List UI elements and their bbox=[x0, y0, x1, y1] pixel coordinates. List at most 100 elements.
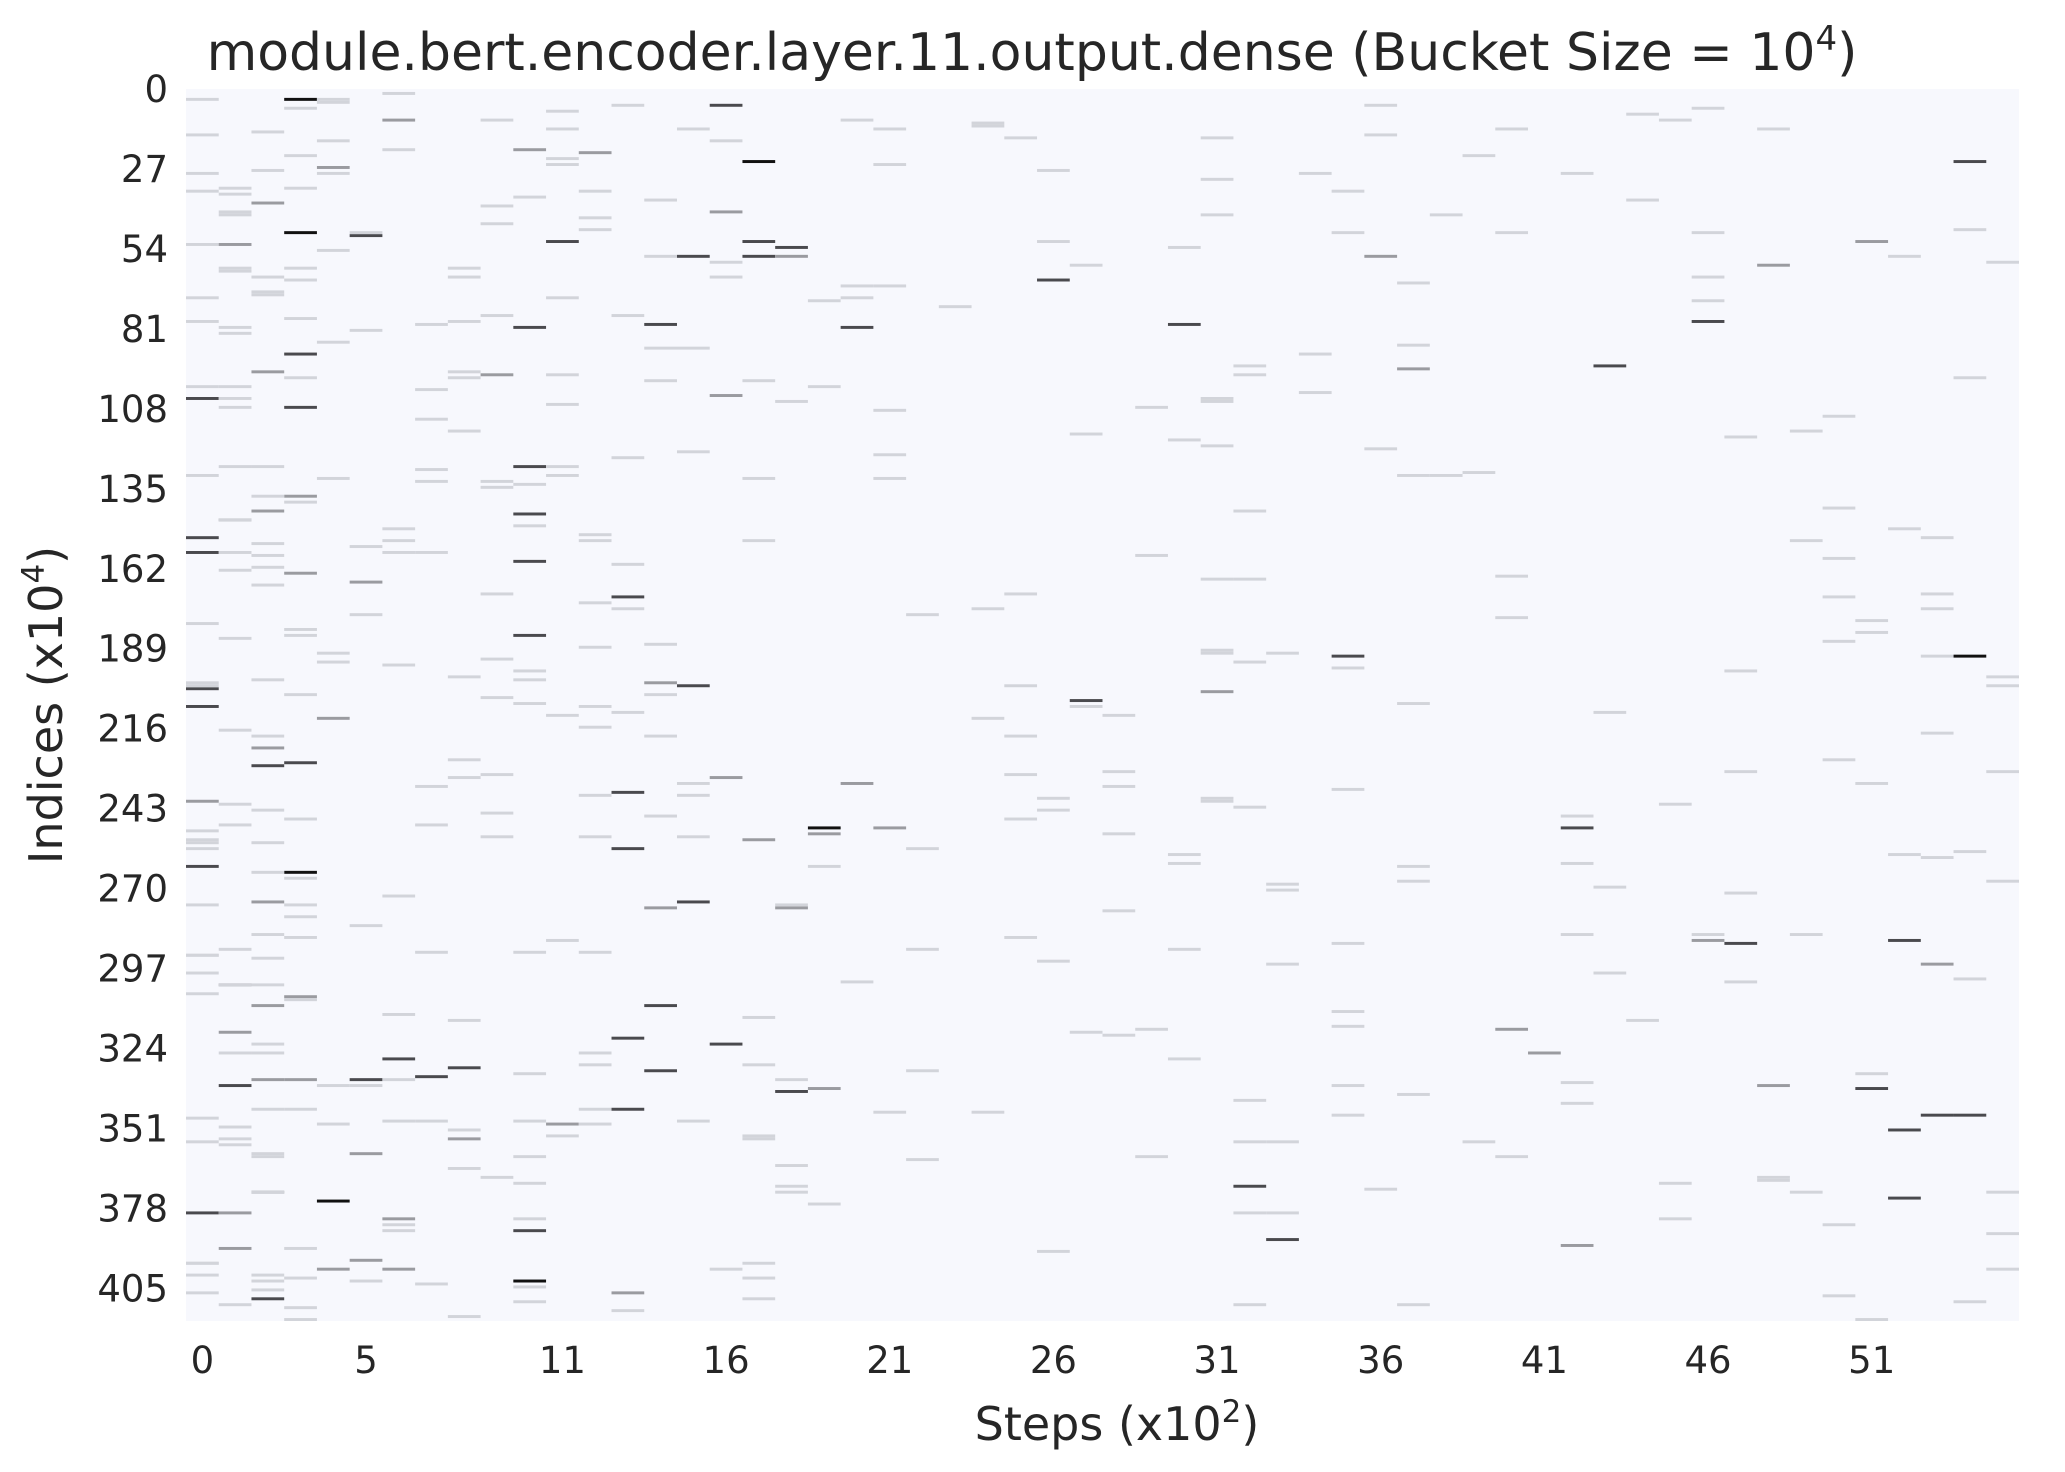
heatmap-cell bbox=[1069, 432, 1103, 436]
x-tick-label: 16 bbox=[703, 1339, 750, 1382]
heatmap-cell bbox=[578, 793, 612, 797]
heatmap-cell bbox=[415, 1119, 448, 1123]
heatmap-cell bbox=[382, 1229, 416, 1233]
heatmap-cell bbox=[349, 1078, 383, 1082]
heatmap-cell bbox=[251, 509, 285, 513]
heatmap-cell bbox=[284, 876, 317, 880]
heatmap-cell bbox=[218, 823, 252, 827]
heatmap-cell bbox=[1266, 1211, 1299, 1215]
heatmap-cell bbox=[1626, 1018, 1659, 1022]
x-tick-label: 41 bbox=[1521, 1339, 1568, 1382]
heatmap-cell bbox=[284, 494, 317, 498]
heatmap-cell bbox=[513, 678, 547, 682]
heatmap-cell bbox=[186, 171, 219, 175]
heatmap-cell bbox=[1495, 127, 1529, 131]
heatmap-cell bbox=[251, 678, 285, 682]
heatmap-cell bbox=[251, 275, 285, 279]
heatmap-cell bbox=[1331, 1113, 1365, 1117]
heatmap-cell bbox=[1986, 675, 2019, 679]
heatmap-cell bbox=[1560, 826, 1594, 830]
x-tick-label: 5 bbox=[354, 1339, 378, 1382]
x-tick-label: 21 bbox=[866, 1339, 913, 1382]
heatmap-cell bbox=[1167, 245, 1201, 249]
heatmap-cell bbox=[676, 793, 710, 797]
heatmap-cell bbox=[186, 684, 219, 688]
heatmap-cell bbox=[284, 405, 317, 409]
heatmap-cell bbox=[513, 1072, 547, 1076]
heatmap-cell bbox=[644, 734, 677, 738]
heatmap-cell bbox=[186, 864, 219, 868]
heatmap-cell bbox=[251, 1107, 285, 1111]
heatmap-cell bbox=[676, 127, 710, 131]
heatmap-cell bbox=[349, 234, 383, 238]
heatmap-cell bbox=[546, 465, 579, 469]
x-tick-label: 26 bbox=[1030, 1339, 1077, 1382]
heatmap-cell bbox=[1266, 1140, 1299, 1144]
heatmap-cell bbox=[218, 1030, 252, 1034]
heatmap-cell bbox=[1200, 799, 1234, 803]
heatmap-cell bbox=[578, 705, 612, 708]
heatmap-cell bbox=[382, 663, 416, 667]
heatmap-cell bbox=[873, 284, 907, 288]
chart-title: module.bert.encoder.layer.11.output.dens… bbox=[207, 19, 1858, 83]
heatmap-cell bbox=[1920, 962, 1954, 966]
heatmap-cell bbox=[251, 956, 285, 960]
heatmap-cell bbox=[1560, 171, 1594, 175]
heatmap-cell bbox=[251, 1152, 285, 1156]
heatmap-cell bbox=[316, 139, 350, 143]
heatmap-cell bbox=[316, 476, 350, 480]
heatmap-cell bbox=[218, 213, 252, 217]
heatmap-cell bbox=[775, 1184, 808, 1188]
heatmap-cell bbox=[1822, 639, 1856, 643]
heatmap-cell bbox=[382, 1013, 416, 1016]
heatmap-cell bbox=[1397, 1303, 1430, 1307]
heatmap-cell bbox=[1888, 853, 1921, 857]
heatmap-cell bbox=[578, 228, 612, 232]
heatmap-cell bbox=[186, 1211, 219, 1215]
heatmap-cell bbox=[284, 97, 317, 101]
heatmap-cell bbox=[546, 713, 579, 717]
heatmap-cell bbox=[415, 322, 448, 326]
heatmap-cell bbox=[1200, 444, 1234, 448]
heatmap-cell bbox=[1397, 343, 1430, 347]
heatmap-cell bbox=[447, 1128, 481, 1132]
heatmap-cell bbox=[1593, 710, 1627, 714]
heatmap-cell bbox=[971, 121, 1005, 125]
heatmap-cell bbox=[284, 903, 317, 907]
heatmap-cell bbox=[1724, 941, 1758, 945]
heatmap-cell bbox=[676, 254, 710, 258]
heatmap-cell bbox=[709, 210, 743, 214]
heatmap-cell bbox=[709, 776, 743, 780]
heatmap-cell bbox=[284, 1276, 317, 1280]
heatmap-cell bbox=[611, 1309, 645, 1313]
heatmap-cell bbox=[186, 385, 219, 389]
heatmap-cell bbox=[284, 278, 317, 282]
heatmap-cell bbox=[1757, 1175, 1790, 1179]
heatmap-cell bbox=[186, 838, 219, 842]
heatmap-cell bbox=[349, 924, 383, 928]
heatmap-cell bbox=[316, 166, 350, 169]
heatmap-cell bbox=[1298, 391, 1332, 395]
heatmap-cell bbox=[218, 568, 252, 572]
heatmap-cell bbox=[1004, 734, 1038, 738]
heatmap-cell bbox=[1397, 281, 1430, 285]
heatmap-cell bbox=[1724, 770, 1758, 774]
heatmap-cell bbox=[1691, 933, 1725, 936]
heatmap-cell bbox=[447, 1137, 481, 1141]
heatmap-cell bbox=[1102, 770, 1136, 774]
heatmap-cell bbox=[578, 151, 612, 155]
heatmap-cell bbox=[1495, 616, 1529, 620]
heatmap-cell bbox=[513, 1119, 547, 1123]
heatmap-cell bbox=[284, 376, 317, 380]
heatmap-cell bbox=[218, 397, 252, 400]
heatmap-cell bbox=[480, 118, 514, 122]
heatmap-cell bbox=[1822, 506, 1856, 510]
heatmap-cell bbox=[447, 776, 481, 780]
heatmap-cell bbox=[349, 545, 383, 549]
heatmap-cell bbox=[1167, 861, 1201, 865]
heatmap-cell bbox=[906, 947, 939, 951]
heatmap-cell bbox=[186, 829, 219, 833]
heatmap-cell bbox=[775, 1190, 808, 1194]
heatmap-cell bbox=[578, 539, 612, 543]
heatmap-cell bbox=[1233, 509, 1267, 513]
